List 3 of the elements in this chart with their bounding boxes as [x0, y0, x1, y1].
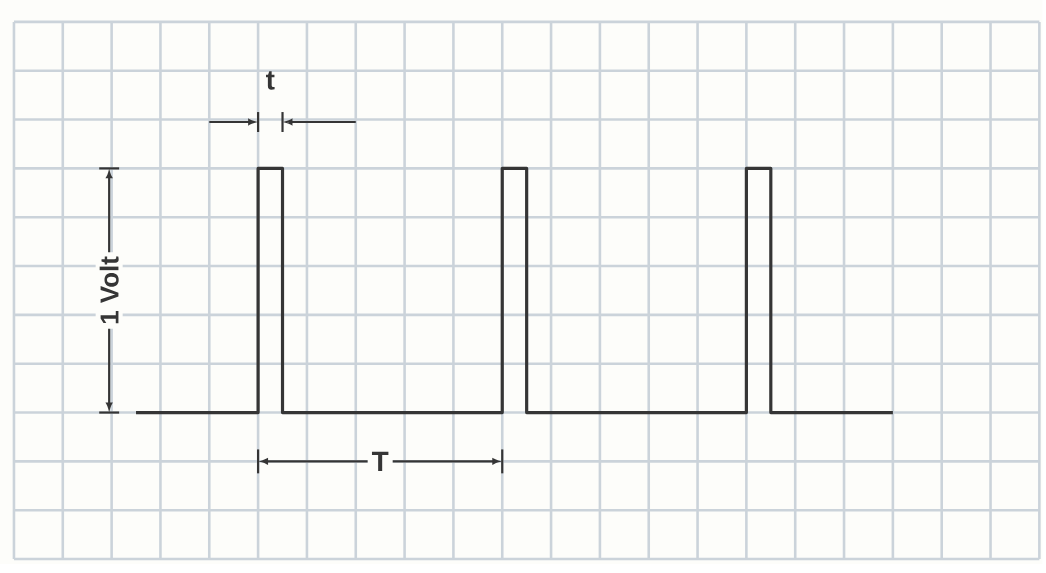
text: t [266, 71, 275, 90]
text: 1 Volt [99, 256, 119, 324]
text: T [371, 451, 389, 472]
